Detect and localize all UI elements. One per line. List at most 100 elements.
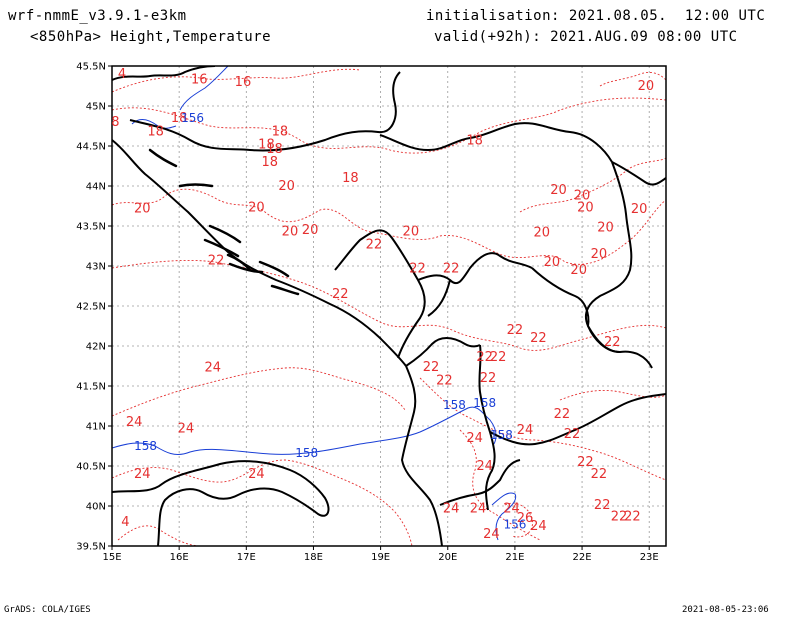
adriatic-coast-albania [401, 365, 443, 546]
temperature-label: 22 [507, 323, 524, 338]
lat-tick-label: 41.5N [76, 382, 106, 393]
temperature-label: 22 [443, 261, 460, 276]
temperature-label: 20 [574, 189, 591, 204]
lat-tick-label: 45.5N [76, 62, 106, 73]
temp-contour-22b [419, 377, 666, 481]
height-label: 158 [134, 439, 157, 453]
temp-contour-24c [117, 525, 201, 546]
northwest-border [112, 66, 216, 81]
temperature-label: 24 [248, 467, 265, 482]
temperature-label: 24 [443, 501, 460, 516]
temperature-label: 22 [332, 287, 349, 302]
height-contour-158 [112, 406, 497, 455]
temperature-label: 22 [366, 237, 383, 252]
axis-ticks: 15E 16E 17E 18E 19E 20E 21E 22E 23E 45.5N 45N 44.5N… [76, 62, 658, 564]
bosnia-border [334, 229, 426, 359]
temperature-label: 24 [530, 519, 547, 534]
temperature-label: 20 [282, 225, 299, 240]
temperature-label: 24 [483, 527, 500, 542]
temperature-label: 22 [591, 467, 608, 482]
temperature-label: 18 [342, 171, 359, 186]
lon-tick-label: 20E [438, 552, 457, 563]
temperature-label: 22 [490, 350, 507, 365]
lon-tick-label: 18E [304, 552, 323, 563]
lat-tick-label: 43.5N [76, 222, 106, 233]
temperature-label: 22 [208, 253, 225, 268]
adriatic-coast-north [112, 139, 407, 367]
footer-timestamp: 2021-08-05-23:06 [682, 605, 769, 615]
temperature-label: 26 [517, 511, 534, 526]
temperature-label: 24 [178, 421, 195, 436]
temperature-label: 22 [577, 455, 594, 470]
temperature-label: 4 [121, 515, 129, 530]
temperature-label: 24 [517, 423, 534, 438]
temperature-label: 8 [111, 115, 119, 130]
coastlines-borders [112, 66, 666, 546]
temp-contour-24b [112, 459, 413, 546]
north-border [379, 122, 613, 163]
lat-tick-label: 45N [86, 102, 106, 113]
lon-tick-label: 19E [371, 552, 390, 563]
temperature-label: 18 [147, 125, 164, 140]
sava-border [129, 71, 401, 152]
lon-tick-label: 23E [640, 552, 659, 563]
temperature-label: 20 [544, 255, 561, 270]
temperature-label: 20 [638, 79, 655, 94]
footer-credit: GrADS: COLA/IGES [4, 605, 91, 615]
lon-tick-label: 22E [573, 552, 592, 563]
temperature-label: 20 [631, 202, 648, 217]
kosovo-border [427, 279, 451, 317]
temperature-label: 24 [476, 459, 493, 474]
lat-tick-label: 40N [86, 502, 106, 513]
lat-tick-label: 42.5N [76, 302, 106, 313]
temperature-label: 22 [594, 498, 611, 513]
temperature-label: 22 [564, 427, 581, 442]
temperature-label: 22 [554, 407, 571, 422]
temperature-label: 18 [171, 111, 188, 126]
temp-contour-24a [112, 367, 406, 417]
temperature-label: 24 [126, 415, 143, 430]
temperature-label: 22 [480, 371, 497, 386]
temperature-label: 20 [278, 179, 295, 194]
height-label: 158 [473, 396, 496, 410]
lat-tick-label: 44.5N [76, 142, 106, 153]
italy-coast [112, 460, 330, 546]
lat-tick-label: 42N [86, 342, 106, 353]
temp-contour-20c [599, 71, 666, 87]
temperature-label: 20 [550, 183, 567, 198]
valid-time: valid(+92h): 2021.AUG.09 08:00 UTC [434, 29, 738, 45]
temp-contour-22c [559, 389, 666, 401]
lat-tick-label: 41N [86, 422, 106, 433]
temperature-label: 20 [248, 201, 265, 216]
temperature-label: 22 [423, 360, 440, 375]
height-label: 156 [503, 517, 526, 531]
temperature-label: 22 [624, 509, 641, 524]
lon-tick-label: 16E [170, 552, 189, 563]
lat-tick-label: 43N [86, 262, 106, 273]
lon-tick-label: 17E [237, 552, 256, 563]
romania-border [611, 161, 666, 186]
temp-contour-24d [459, 429, 541, 541]
lat-tick-label: 44N [86, 182, 106, 193]
temperature-label: 18 [258, 137, 275, 152]
temperature-label: 20 [403, 225, 420, 240]
temperature-label: 18 [266, 142, 283, 157]
temperature-label: 22 [611, 509, 628, 524]
field-title: <850hPa> Height,Temperature [30, 29, 272, 45]
temperature-label: 22 [409, 261, 426, 276]
temperature-label: 18 [466, 133, 483, 148]
dalmatian-islands [148, 148, 300, 296]
temperature-label: 20 [577, 201, 594, 216]
macedonia-north-border [531, 267, 590, 327]
temperature-label: 20 [134, 201, 151, 216]
temp-contour-26 [504, 502, 534, 538]
temperature-label: 20 [533, 225, 550, 240]
macedonia-east-border [587, 325, 621, 353]
macedonia-south-border [489, 393, 666, 446]
height-label: 156 [181, 111, 204, 125]
height-labels: 158 158 158 158 158 156 156 [134, 111, 526, 531]
height-contour-156a [179, 66, 229, 111]
temperature-label: 24 [466, 431, 483, 446]
temperature-label: 4 [118, 67, 126, 82]
